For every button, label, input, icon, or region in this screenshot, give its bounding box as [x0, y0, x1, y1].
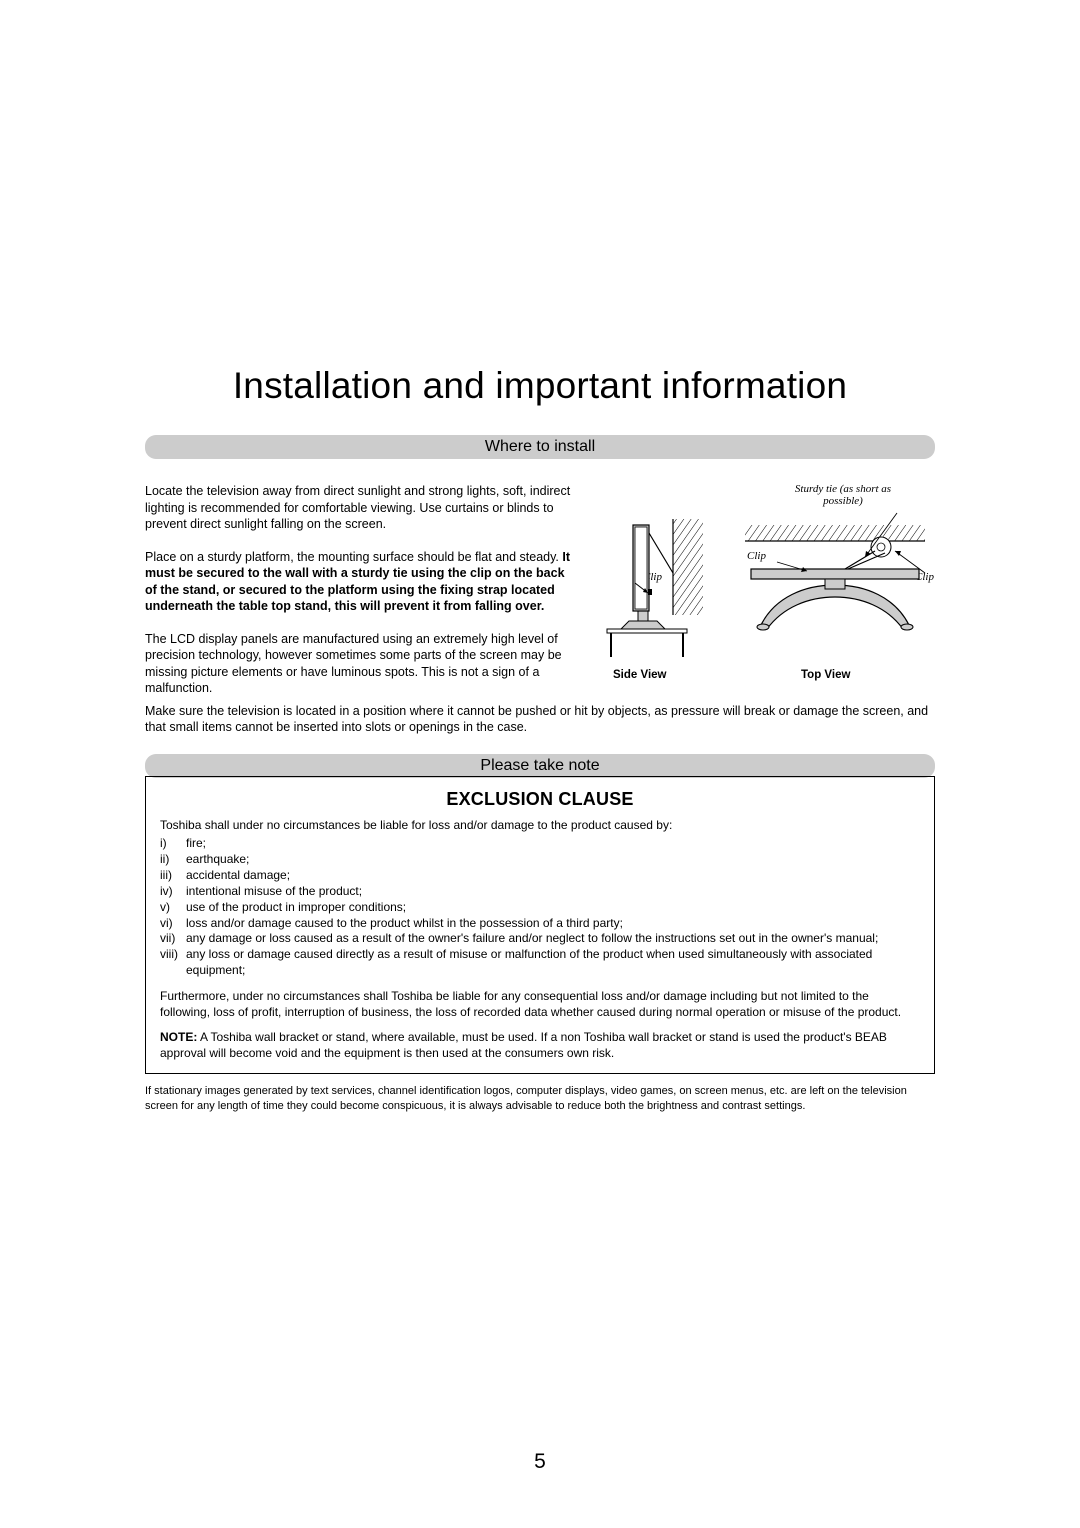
page-number: 5: [0, 1450, 1080, 1474]
exclusion-item-text: intentional misuse of the product;: [186, 884, 920, 900]
exclusion-item-text: loss and/or damage caused to the product…: [186, 916, 920, 932]
where-text-column: Locate the television away from direct s…: [145, 483, 573, 697]
section-banner-note: Please take note: [145, 754, 935, 778]
exclusion-item: vii)any damage or loss caused as a resul…: [160, 931, 920, 947]
exclusion-item: iii)accidental damage;: [160, 868, 920, 884]
where-p1: Locate the television away from direct s…: [145, 483, 573, 533]
exclusion-after: Furthermore, under no circumstances shal…: [160, 989, 920, 1020]
exclusion-item-num: i): [160, 836, 186, 852]
exclusion-title: EXCLUSION CLAUSE: [160, 789, 920, 810]
side-view-illustration: [603, 519, 703, 659]
where-p2: Place on a sturdy platform, the mounting…: [145, 549, 573, 615]
exclusion-item: viii)any loss or damage caused directly …: [160, 947, 920, 979]
where-p2-intro: Place on a sturdy platform, the mounting…: [145, 550, 562, 564]
note-text: A Toshiba wall bracket or stand, where a…: [160, 1030, 887, 1060]
exclusion-item: i)fire;: [160, 836, 920, 852]
exclusion-item-text: fire;: [186, 836, 920, 852]
page-title: Installation and important information: [145, 365, 935, 407]
exclusion-item-num: vi): [160, 916, 186, 932]
section-banner-where: Where to install: [145, 435, 935, 459]
caption-top-view: Top View: [801, 669, 850, 681]
exclusion-clause-box: EXCLUSION CLAUSE Toshiba shall under no …: [145, 776, 935, 1074]
exclusion-item-text: earthquake;: [186, 852, 920, 868]
caption-side-view: Side View: [613, 669, 666, 681]
exclusion-list: i)fire;ii)earthquake;iii)accidental dama…: [160, 836, 920, 978]
exclusion-item-text: any damage or loss caused as a result of…: [186, 931, 920, 947]
exclusion-item: v)use of the product in improper conditi…: [160, 900, 920, 916]
exclusion-item-num: viii): [160, 947, 186, 979]
exclusion-item-num: iii): [160, 868, 186, 884]
exclusion-item: vi)loss and/or damage caused to the prod…: [160, 916, 920, 932]
exclusion-item-num: vii): [160, 931, 186, 947]
exclusion-item-num: v): [160, 900, 186, 916]
exclusion-item-num: ii): [160, 852, 186, 868]
note-label: NOTE:: [160, 1030, 197, 1044]
exclusion-item: ii)earthquake;: [160, 852, 920, 868]
where-p3: The LCD display panels are manufactured …: [145, 631, 573, 697]
where-p4: Make sure the television is located in a…: [145, 703, 935, 736]
installation-diagram: Sturdy tie (as short as possible) Clip C…: [603, 483, 935, 687]
exclusion-item: iv)intentional misuse of the product;: [160, 884, 920, 900]
top-view-illustration: [735, 507, 935, 657]
exclusion-item-text: use of the product in improper condition…: [186, 900, 920, 916]
exclusion-note: NOTE: A Toshiba wall bracket or stand, w…: [160, 1030, 920, 1061]
exclusion-item-num: iv): [160, 884, 186, 900]
label-sturdy-tie: Sturdy tie (as short as possible): [783, 483, 903, 507]
exclusion-intro: Toshiba shall under no circumstances be …: [160, 818, 920, 834]
exclusion-item-text: any loss or damage caused directly as a …: [186, 947, 920, 979]
page-footnote: If stationary images generated by text s…: [145, 1084, 935, 1113]
exclusion-item-text: accidental damage;: [186, 868, 920, 884]
